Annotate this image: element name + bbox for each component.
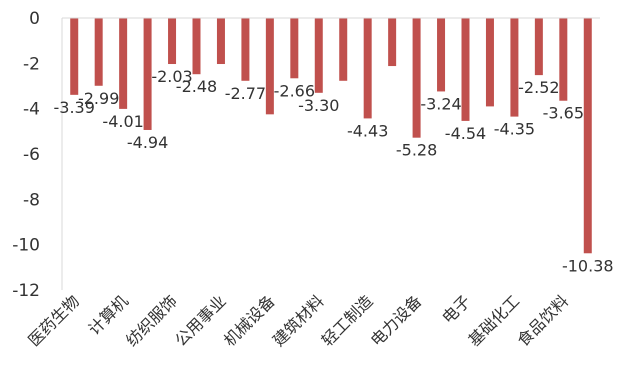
data-label: -2.99 xyxy=(78,89,119,108)
bar xyxy=(143,18,152,130)
bar xyxy=(461,18,470,121)
bars xyxy=(70,18,592,254)
y-tick-label: -12 xyxy=(12,281,40,301)
data-label: -4.43 xyxy=(347,121,388,140)
y-axis: 0 -2 -4 -6 -8 -10 -12 xyxy=(12,9,63,301)
category-label: 基础化工 xyxy=(465,291,524,350)
y-tick-label: -6 xyxy=(23,145,40,165)
data-label: -4.54 xyxy=(445,124,486,143)
y-tick-label: -10 xyxy=(12,236,40,256)
data-label: -4.01 xyxy=(102,112,143,131)
y-tick-label: -4 xyxy=(23,100,40,120)
data-label: -2.52 xyxy=(518,78,559,97)
bar xyxy=(534,18,543,76)
data-label: -2.03 xyxy=(151,67,192,86)
data-label: -2.77 xyxy=(225,84,266,103)
bar xyxy=(241,18,250,81)
category-label: 计算机 xyxy=(85,291,132,338)
bar xyxy=(412,18,421,138)
bar xyxy=(265,18,274,115)
data-labels: -3.39-2.99 -4.01 -4.94 -2.03-2.48 -2.77 -2.66… xyxy=(54,67,614,275)
bar xyxy=(70,18,79,95)
bar xyxy=(192,18,201,75)
category-label: 公用事业 xyxy=(171,291,230,350)
bar xyxy=(437,18,446,92)
bar xyxy=(94,18,103,86)
category-label: 轻工制造 xyxy=(318,291,377,350)
bar xyxy=(168,18,177,65)
bar xyxy=(216,18,225,65)
bar xyxy=(290,18,299,79)
category-label: 食品饮料 xyxy=(513,291,572,350)
bar xyxy=(119,18,128,109)
category-label: 电子 xyxy=(438,291,474,327)
y-tick-label: -8 xyxy=(23,190,40,210)
bar xyxy=(388,18,397,67)
bar xyxy=(363,18,372,119)
category-label: 纺织服饰 xyxy=(122,291,181,350)
bar xyxy=(339,18,348,81)
bar xyxy=(559,18,568,101)
bar xyxy=(583,18,592,254)
data-label: -5.28 xyxy=(396,141,437,160)
data-label: -3.65 xyxy=(543,104,584,123)
bar xyxy=(510,18,519,117)
category-label: 建筑材料 xyxy=(269,291,328,350)
bar xyxy=(314,18,323,93)
y-tick-label: 0 xyxy=(29,9,40,29)
bar xyxy=(485,18,494,107)
data-label: -3.24 xyxy=(420,94,461,113)
data-label: -2.48 xyxy=(176,77,217,96)
data-label: -4.35 xyxy=(494,120,535,139)
y-tick-label: -2 xyxy=(23,54,40,74)
data-label: -10.38 xyxy=(562,256,614,275)
category-label: 电力设备 xyxy=(367,291,426,350)
category-label: 机械设备 xyxy=(220,291,279,350)
data-label: -2.66 xyxy=(274,81,315,100)
data-label: -4.94 xyxy=(127,133,168,152)
data-label: -3.39 xyxy=(54,98,95,117)
data-label: -3.30 xyxy=(298,96,339,115)
